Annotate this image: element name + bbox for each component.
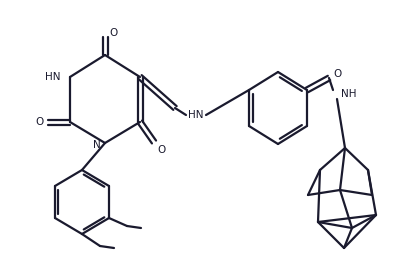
Text: O: O	[158, 145, 166, 155]
Text: HN: HN	[44, 72, 60, 82]
Text: O: O	[333, 69, 341, 79]
Text: N: N	[93, 140, 101, 150]
Text: O: O	[110, 28, 118, 38]
Text: NH: NH	[341, 89, 356, 99]
Text: HN: HN	[188, 110, 204, 120]
Text: O: O	[36, 117, 44, 127]
